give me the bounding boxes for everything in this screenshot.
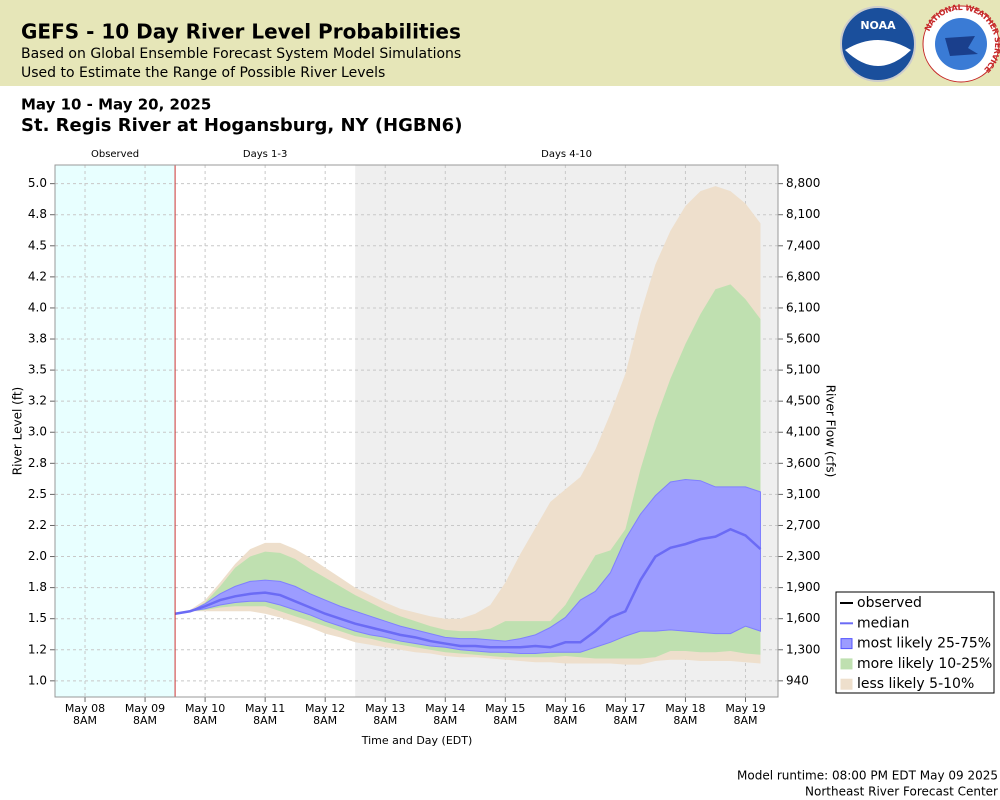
region-label: Days 1-3	[243, 149, 287, 160]
region-label: Observed	[91, 149, 139, 160]
footer-text: Northeast River Forecast Center	[805, 785, 998, 799]
y2-tick-label: 5,600	[786, 332, 820, 346]
y2-tick-label: 940	[786, 673, 809, 687]
legend-label: observed	[857, 595, 922, 611]
y2-tick-label: 4,100	[786, 425, 820, 439]
y-tick-label: 1.5	[28, 611, 47, 625]
y2-tick-label: 8,800	[786, 176, 820, 190]
y-tick-label: 1.0	[28, 673, 47, 687]
x-tick-label: May 08 8AM	[64, 702, 106, 727]
y-tick-label: 4.0	[28, 300, 47, 314]
legend-label: more likely 10-25%	[857, 656, 992, 672]
y-tick-label: 5.0	[28, 176, 47, 190]
y2-tick-label: 5,100	[786, 363, 820, 377]
y-tick-label: 3.2	[28, 394, 47, 408]
y-tick-label: 2.8	[28, 456, 47, 470]
x-tick-label: May 16 8AM	[545, 702, 586, 727]
y-tick-label: 4.5	[28, 238, 47, 252]
y2-tick-label: 4,500	[786, 394, 820, 408]
y2-tick-label: 3,600	[786, 456, 820, 470]
noaa-logo: NOAA	[840, 6, 916, 82]
legend-box	[835, 591, 995, 694]
y-tick-label: 4.8	[28, 207, 47, 221]
y-tick-label: 3.5	[28, 363, 47, 377]
y-tick-label: 3.0	[28, 425, 47, 439]
x-tick-label: May 12 8AM	[305, 702, 346, 727]
y2-tick-label: 6,800	[786, 269, 820, 283]
y2-tick-label: 1,900	[786, 580, 820, 594]
y-tick-label: 2.0	[28, 549, 47, 563]
footer-text: Model runtime: 08:00 PM EDT May 09 2025	[737, 769, 998, 783]
logo-cloud	[945, 36, 978, 56]
probability-band	[175, 478, 761, 654]
logo-bird	[845, 40, 911, 66]
header-band	[0, 0, 1000, 86]
y2-tick-label: 6,100	[786, 300, 820, 314]
legend-swatch	[840, 638, 853, 650]
region	[55, 165, 176, 697]
x-tick-label: May 18 8AM	[665, 702, 706, 727]
y2-tick-label: 1,300	[786, 642, 820, 656]
region-label: Days 4-10	[541, 149, 592, 160]
y-tick-label: 2.5	[28, 487, 47, 501]
plot-frame	[54, 164, 779, 698]
legend-label: median	[857, 615, 909, 631]
x-tick-label: May 11 8AM	[245, 702, 286, 727]
x-tick-label: May 14 8AM	[425, 702, 466, 727]
y-axis-label: River Level (ft)	[11, 387, 25, 475]
legend-swatch	[840, 678, 853, 690]
y2-axis-label: River Flow (cfs)	[824, 385, 838, 478]
legend: observed median most likely 25-75% more lik…	[835, 591, 995, 694]
y2-tick-label: 2,700	[786, 518, 820, 532]
subtitle: Based on Global Ensemble Forecast System…	[21, 46, 461, 62]
x-tick-label: May 09 8AM	[124, 702, 166, 727]
y2-tick-label: 2,300	[786, 549, 820, 563]
nws-logo: NATIONAL WEATHER SERVICE	[922, 2, 1000, 83]
x-axis-label: Time and Day (EDT)	[361, 734, 473, 747]
y2-tick-label: 1,600	[786, 611, 820, 625]
x-tick-label: May 17 8AM	[605, 702, 646, 727]
legend-swatch	[840, 658, 853, 670]
y-tick-label: 4.2	[28, 269, 47, 283]
logo-text: NOAA	[860, 19, 896, 32]
median-line	[174, 527, 762, 649]
subtitle: Used to Estimate the Range of Possible R…	[21, 65, 385, 81]
x-tick-label: May 10 8AM	[184, 702, 226, 727]
y2-tick-label: 8,100	[786, 207, 820, 221]
station-title: St. Regis River at Hogansburg, NY (HGBN6…	[21, 115, 462, 136]
y-tick-label: 1.2	[28, 642, 47, 656]
y-tick-label: 2.2	[28, 518, 47, 532]
y-tick-label: 1.8	[28, 580, 47, 594]
legend-label: most likely 25-75%	[857, 636, 991, 652]
x-tick-label: May 19 8AM	[725, 702, 766, 727]
page-title: GEFS - 10 Day River Level Probabilities	[21, 20, 461, 44]
x-tick-label: May 13 8AM	[365, 702, 406, 727]
legend-label: less likely 5-10%	[857, 676, 974, 692]
date-range: May 10 - May 20, 2025	[21, 96, 211, 114]
y2-tick-label: 7,400	[786, 238, 820, 252]
y-tick-label: 3.8	[28, 332, 47, 346]
y2-tick-label: 3,100	[786, 487, 820, 501]
x-tick-label: May 15 8AM	[485, 702, 526, 727]
